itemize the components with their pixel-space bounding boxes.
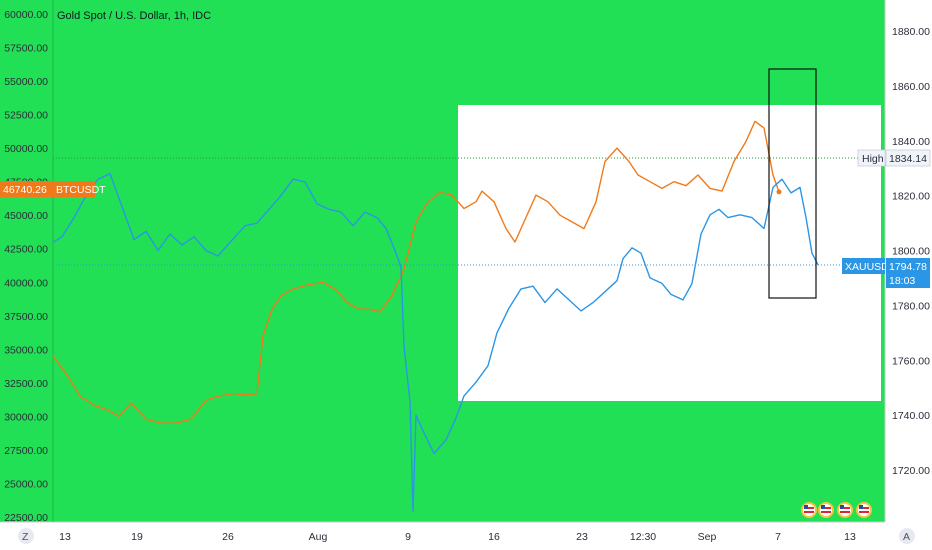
svg-text:A: A xyxy=(903,531,910,543)
svg-text:Z: Z xyxy=(22,531,29,543)
right-tick-label: 1860.00 xyxy=(892,81,930,93)
right-tick-label: 1720.00 xyxy=(892,465,930,477)
us-flag-icon[interactable] xyxy=(801,502,817,518)
event-flags[interactable] xyxy=(801,502,872,518)
time-tick-label: 12:30 xyxy=(630,531,656,543)
left-tick-label: 25000.00 xyxy=(4,478,48,490)
left-tick-label: 40000.00 xyxy=(4,277,48,289)
svg-text:1794.78: 1794.78 xyxy=(889,261,927,273)
time-tick-label: Aug xyxy=(309,531,328,543)
left-tick-label: 52500.00 xyxy=(4,110,48,122)
time-tick-label: Sep xyxy=(698,531,717,543)
auto-scale-button-left[interactable]: Z xyxy=(18,528,34,544)
time-tick-label: 13 xyxy=(59,531,71,543)
svg-text:46740.26: 46740.26 xyxy=(3,184,47,196)
svg-text:BTCUSDT: BTCUSDT xyxy=(56,184,106,196)
svg-text:1834.14: 1834.14 xyxy=(889,153,927,165)
time-tick-label: 23 xyxy=(576,531,588,543)
highlight-box xyxy=(458,105,881,401)
svg-text:High: High xyxy=(862,153,884,165)
selection-frame[interactable] xyxy=(768,68,817,299)
time-tick-label: 26 xyxy=(222,531,234,543)
us-flag-icon[interactable] xyxy=(837,502,853,518)
btc-price-label: 46740.26 BTCUSDT xyxy=(0,181,106,197)
us-flag-icon[interactable] xyxy=(818,502,834,518)
left-tick-label: 60000.00 xyxy=(4,9,48,21)
left-tick-label: 42500.00 xyxy=(4,244,48,256)
btc-last-point xyxy=(776,189,782,195)
time-tick-label: 9 xyxy=(405,531,411,543)
time-axis: 13 19 26 Aug 9 16 23 12:30 Sep 7 13 xyxy=(59,531,856,543)
right-tick-label: 1800.00 xyxy=(892,246,930,258)
right-tick-label: 1760.00 xyxy=(892,355,930,367)
left-tick-label: 22500.00 xyxy=(4,512,48,524)
left-tick-label: 55000.00 xyxy=(4,76,48,88)
svg-text:18:03: 18:03 xyxy=(889,275,915,287)
right-tick-label: 1820.00 xyxy=(892,191,930,203)
right-tick-label: 1780.00 xyxy=(892,300,930,312)
left-tick-label: 30000.00 xyxy=(4,411,48,423)
left-tick-label: 37500.00 xyxy=(4,311,48,323)
chart-title: Gold Spot / U.S. Dollar, 1h, IDC xyxy=(57,10,211,22)
right-tick-label: 1880.00 xyxy=(892,26,930,38)
svg-text:XAUUSD: XAUUSD xyxy=(845,261,889,273)
left-tick-label: 50000.00 xyxy=(4,143,48,155)
time-tick-label: 19 xyxy=(131,531,143,543)
right-axis: 1880.00 1860.00 1840.00 1820.00 1800.00 1780.… xyxy=(892,26,930,477)
right-tick-label: 1740.00 xyxy=(892,410,930,422)
time-tick-label: 16 xyxy=(488,531,500,543)
left-tick-label: 32500.00 xyxy=(4,378,48,390)
left-tick-label: 57500.00 xyxy=(4,43,48,55)
xau-price-label: XAUUSD 1794.78 18:03 xyxy=(842,258,930,288)
auto-scale-button-right[interactable]: A xyxy=(899,528,915,544)
left-tick-label: 45000.00 xyxy=(4,210,48,222)
right-tick-label: 1840.00 xyxy=(892,136,930,148)
series-line-xauusd xyxy=(52,172,819,512)
time-tick-label: 7 xyxy=(775,531,781,543)
left-axis: 60000.00 57500.00 55000.00 52500.00 50000.00… xyxy=(4,9,48,524)
left-tick-label: 27500.00 xyxy=(4,445,48,457)
us-flag-icon[interactable] xyxy=(856,502,872,518)
left-tick-label: 35000.00 xyxy=(4,344,48,356)
high-label: High 1834.14 xyxy=(857,149,931,167)
bottom-axis-panel xyxy=(0,522,932,550)
series-line-btcusdt xyxy=(52,120,780,424)
time-tick-label: 13 xyxy=(844,531,856,543)
